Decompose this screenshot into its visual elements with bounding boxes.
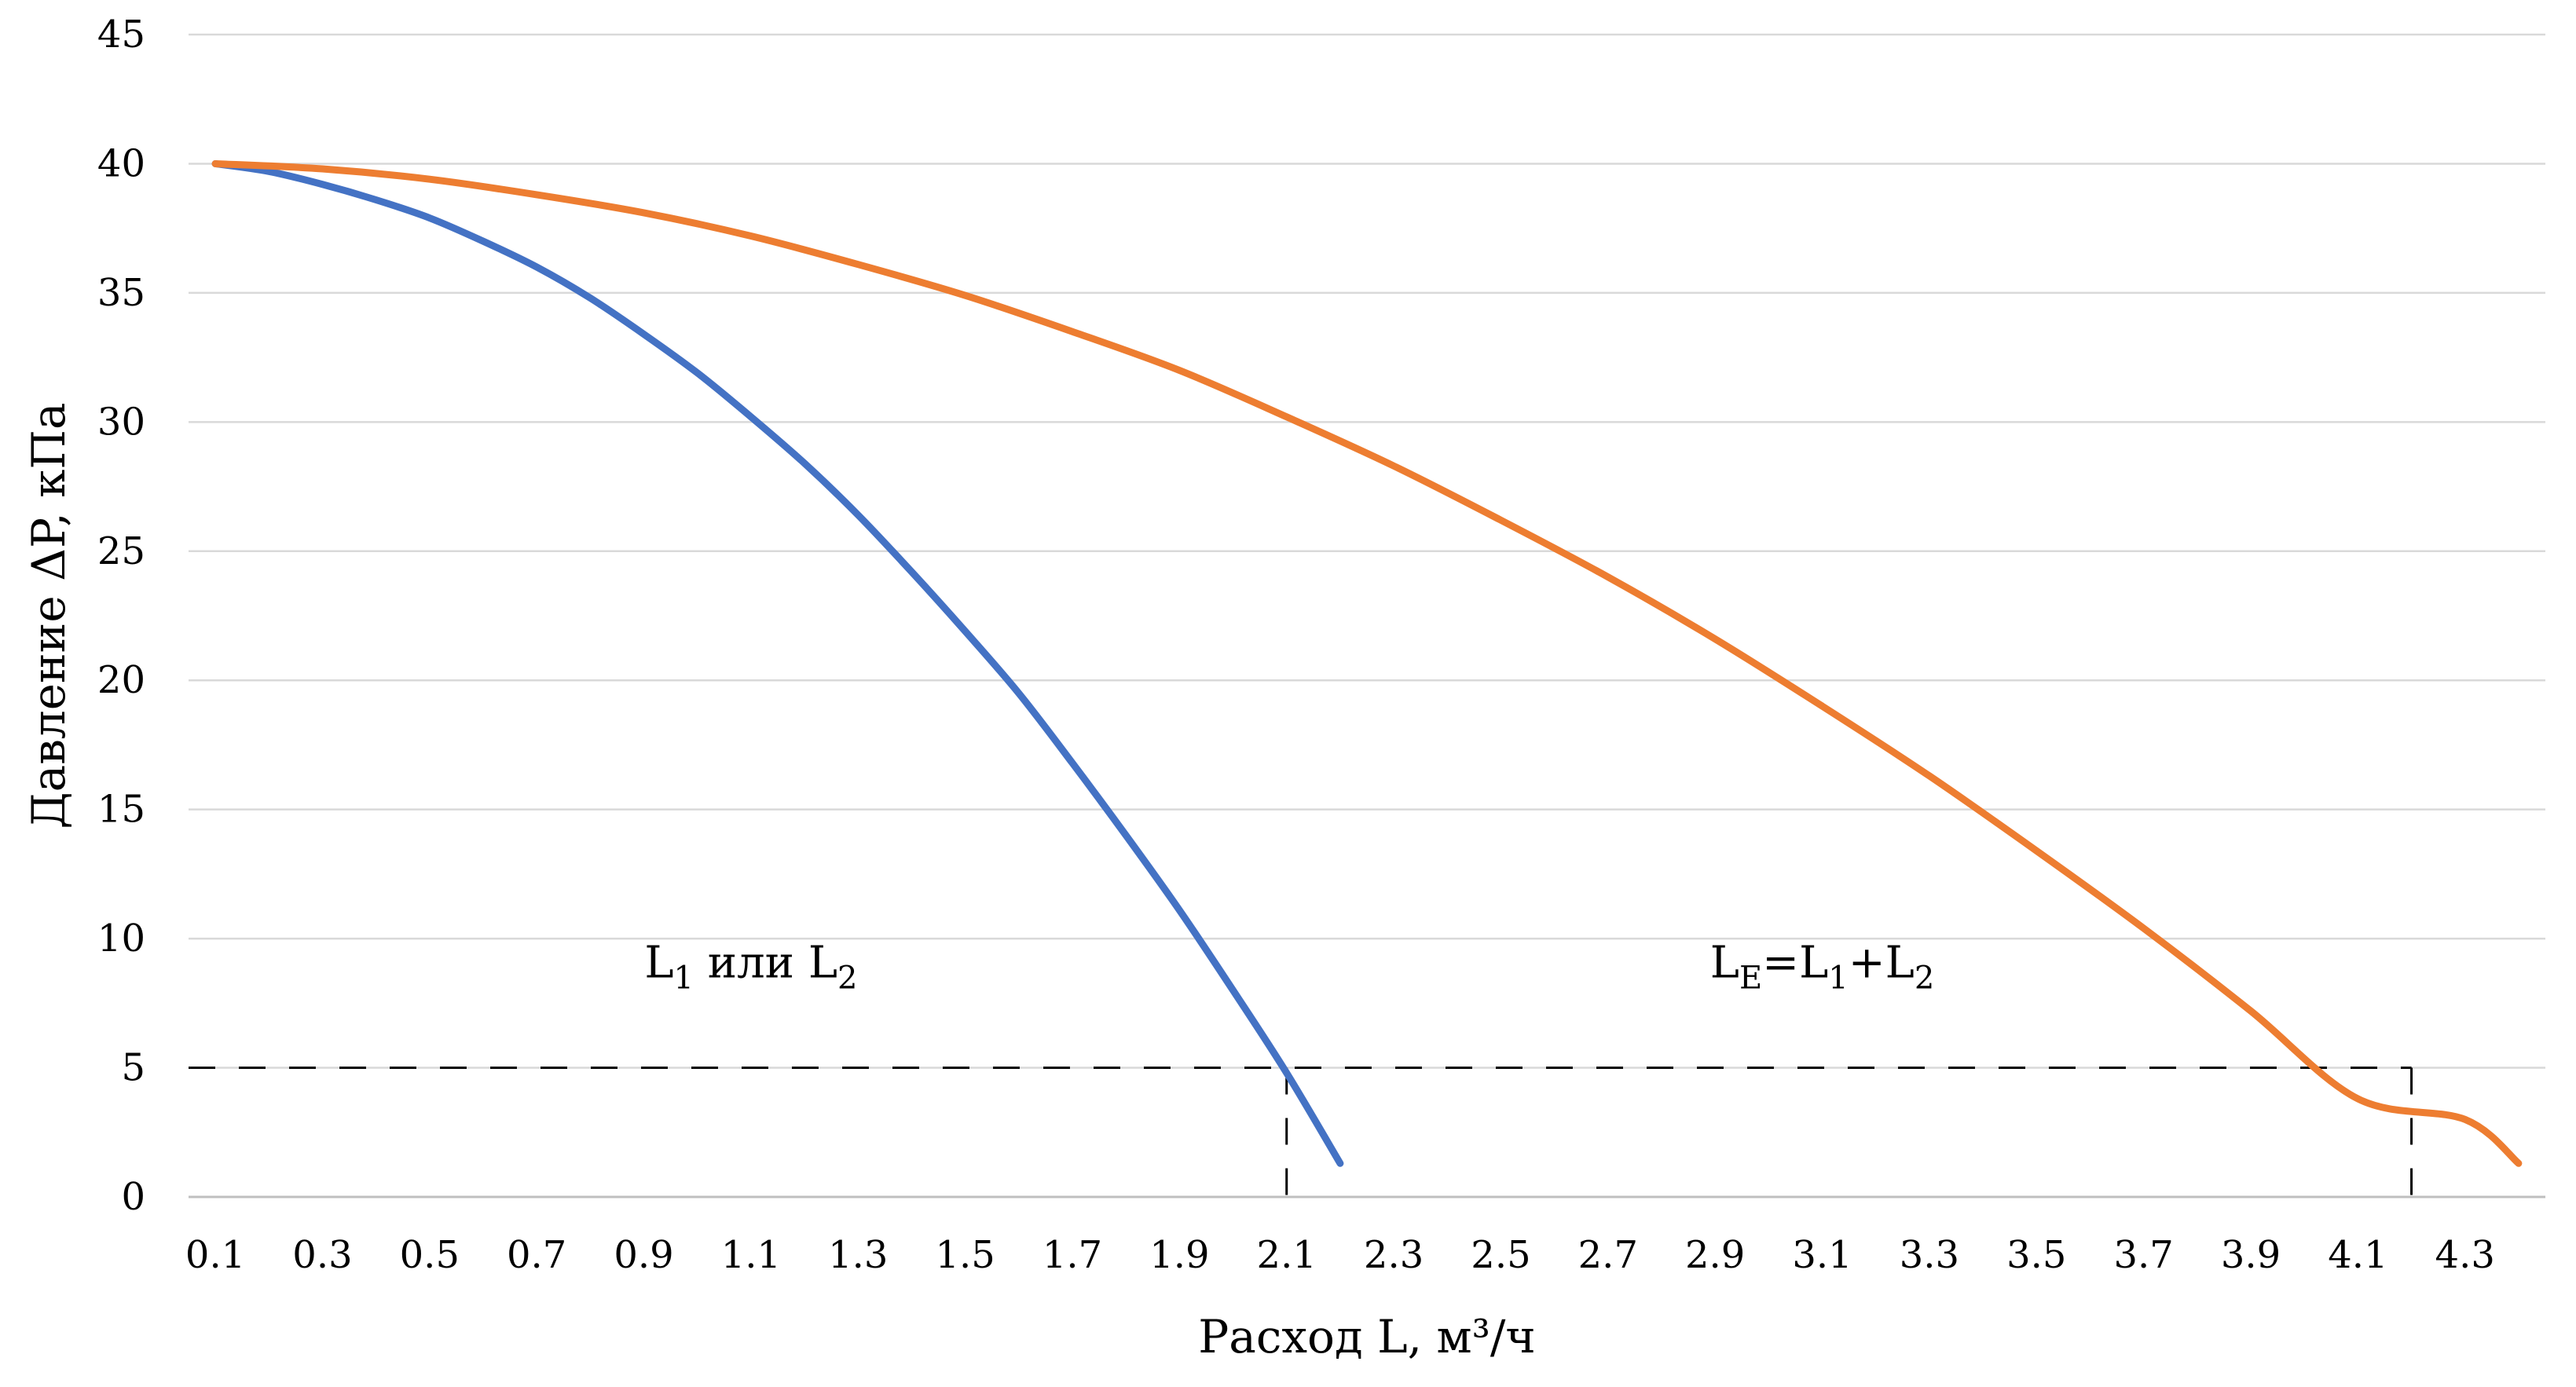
annotation-subscript: 1 — [1828, 960, 1848, 996]
reference-lines — [189, 1067, 2413, 1197]
x-tick-label: 1.7 — [1042, 1233, 1102, 1277]
annotation-text: или — [694, 937, 808, 988]
y-tick-label: 15 — [97, 788, 145, 832]
x-axis-title: Расход L, м³/ч — [1198, 1310, 1536, 1363]
series-line-combined — [211, 159, 2523, 1167]
x-tick-label: 0.3 — [292, 1233, 352, 1277]
y-tick-label: 0 — [121, 1175, 145, 1219]
curve-annotation: LE=L1+L2 — [1710, 937, 1935, 996]
y-tick-label: 35 — [97, 271, 145, 315]
y-tick-label: 5 — [121, 1046, 145, 1090]
y-tick-labels: 0 5 10 15 20 25 30 35 40 45 — [97, 13, 145, 1219]
y-tick-label: 25 — [97, 529, 145, 573]
x-tick-label: 4.3 — [2435, 1233, 2495, 1277]
annotation-text: L — [1799, 937, 1828, 988]
annotation-text: L — [1885, 937, 1915, 988]
x-tick-label: 3.5 — [2006, 1233, 2066, 1277]
x-tick-label: 1.5 — [935, 1233, 995, 1277]
x-tick-label: 1.9 — [1149, 1233, 1209, 1277]
x-tick-label: 0.1 — [185, 1233, 245, 1277]
annotation-text: L — [1710, 937, 1739, 988]
annotation-subscript: 2 — [1915, 960, 1934, 996]
y-tick-label: 40 — [97, 141, 145, 185]
y-axis-title: Давление ΔP, кПа — [22, 402, 75, 829]
horizontal-gridlines — [189, 33, 2545, 1199]
x-tick-label: 3.3 — [1900, 1233, 1959, 1277]
y-tick-label: 10 — [97, 917, 145, 961]
x-tick-label: 0.5 — [400, 1233, 460, 1277]
y-tick-label: 45 — [97, 13, 145, 57]
x-tick-label: 2.9 — [1685, 1233, 1745, 1277]
curve-annotation: L1 или L2 — [644, 937, 857, 996]
x-tick-label: 2.1 — [1257, 1233, 1317, 1277]
series-line-single-pump — [211, 159, 1344, 1167]
x-tick-label: 3.7 — [2113, 1233, 2173, 1277]
x-tick-label: 3.1 — [1792, 1233, 1852, 1277]
x-tick-label: 1.1 — [721, 1233, 781, 1277]
x-tick-label: 1.3 — [828, 1233, 888, 1277]
x-tick-label: 2.7 — [1578, 1233, 1638, 1277]
x-tick-label: 3.9 — [2221, 1233, 2281, 1277]
y-tick-label: 20 — [97, 658, 145, 702]
y-tick-label: 30 — [97, 400, 145, 444]
annotation-text: + — [1849, 937, 1885, 988]
annotation-text: = — [1762, 937, 1799, 988]
x-tick-labels: 0.1 0.3 0.5 0.7 0.9 1.1 1.3 1.5 1.7 1.9 2.1 2.3 2.5 2… — [185, 1233, 2495, 1277]
annotation-text: L — [808, 937, 837, 988]
annotation-subscript: E — [1739, 960, 1762, 996]
series-lines — [211, 159, 2523, 1167]
annotation-text: L — [644, 937, 673, 988]
x-tick-label: 4.1 — [2328, 1233, 2387, 1277]
x-tick-label: 0.9 — [614, 1233, 673, 1277]
x-tick-label: 2.5 — [1471, 1233, 1530, 1277]
annotations: L1 или L2 LE=L1+L2 — [644, 937, 1934, 996]
x-tick-label: 0.7 — [507, 1233, 566, 1277]
annotation-subscript: 1 — [674, 960, 694, 996]
x-tick-label: 2.3 — [1364, 1233, 1424, 1277]
annotation-subscript: 2 — [837, 960, 857, 996]
